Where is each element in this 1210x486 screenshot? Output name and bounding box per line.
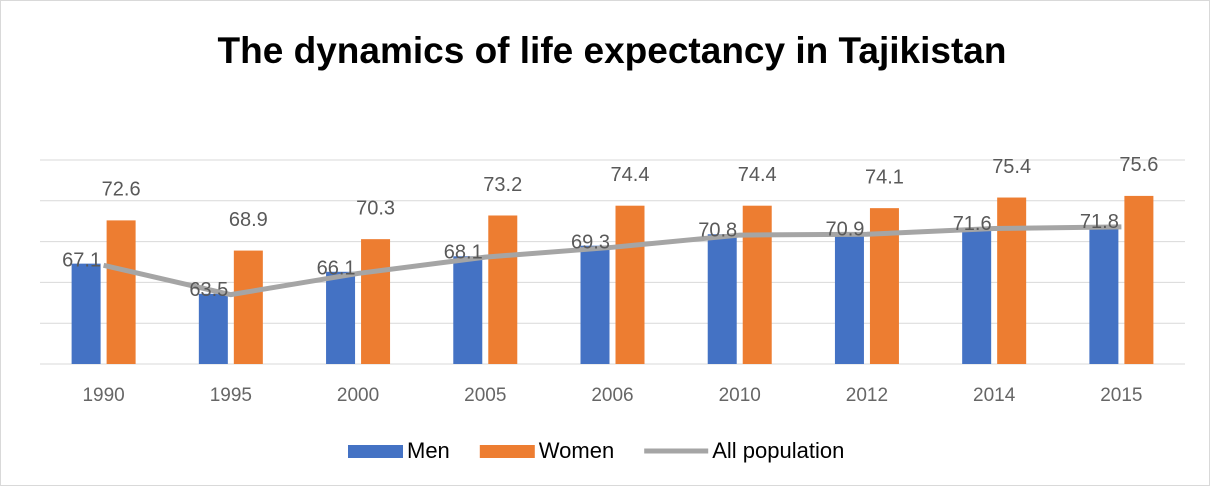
bar — [198, 293, 228, 364]
x-tick-label: 2010 — [719, 385, 761, 406]
legend-label: Women — [539, 438, 614, 463]
data-label: 70.8 — [698, 219, 737, 241]
legend-label: All population — [712, 438, 844, 463]
bar — [71, 263, 101, 364]
legend-label: Men — [407, 438, 450, 463]
x-tick-label: 2015 — [1100, 385, 1142, 406]
line — [103, 224, 1122, 298]
x-tick-label: 1990 — [82, 385, 124, 406]
data-label: 63.5 — [189, 279, 228, 301]
data-label: 73.2 — [483, 174, 522, 196]
x-tick-label: 1995 — [210, 385, 252, 406]
x-tick-label: 2012 — [846, 385, 888, 406]
bar — [834, 232, 864, 364]
data-label: 74.1 — [865, 166, 904, 188]
bar — [488, 215, 518, 364]
data-label: 75.6 — [1119, 154, 1158, 176]
bar — [742, 205, 772, 364]
chart-title: The dynamics of life expectancy in Tajik… — [218, 30, 1007, 71]
data-label: 69.3 — [571, 232, 610, 254]
bar — [233, 250, 263, 364]
legend-swatch — [479, 445, 535, 458]
data-label: 70.3 — [356, 197, 395, 219]
bar — [361, 239, 391, 364]
x-tick-label: 2014 — [973, 385, 1016, 406]
legend-swatch — [348, 445, 403, 458]
data-label: 70.9 — [825, 219, 864, 241]
bar — [580, 245, 610, 364]
x-tick-label: 2006 — [591, 385, 633, 406]
bar — [997, 197, 1027, 364]
data-label: 68.1 — [444, 241, 483, 263]
data-label: 75.4 — [992, 156, 1031, 178]
bar — [962, 227, 992, 364]
data-label: 74.4 — [611, 164, 650, 186]
data-label: 67.1 — [62, 250, 101, 272]
bar — [106, 220, 136, 364]
bar — [707, 234, 737, 364]
bar — [615, 205, 645, 364]
bar — [453, 256, 483, 364]
data-label: 71.8 — [1080, 211, 1119, 233]
x-tick-label: 2005 — [464, 385, 506, 406]
bar — [1089, 226, 1119, 364]
bar — [326, 271, 356, 364]
data-label: 68.9 — [229, 209, 268, 231]
data-label: 71.6 — [953, 213, 992, 235]
data-label: 72.6 — [102, 179, 141, 201]
data-label: 74.4 — [738, 164, 777, 186]
bar — [1124, 195, 1154, 364]
x-tick-label: 2000 — [337, 385, 379, 406]
data-label: 66.1 — [317, 258, 356, 280]
